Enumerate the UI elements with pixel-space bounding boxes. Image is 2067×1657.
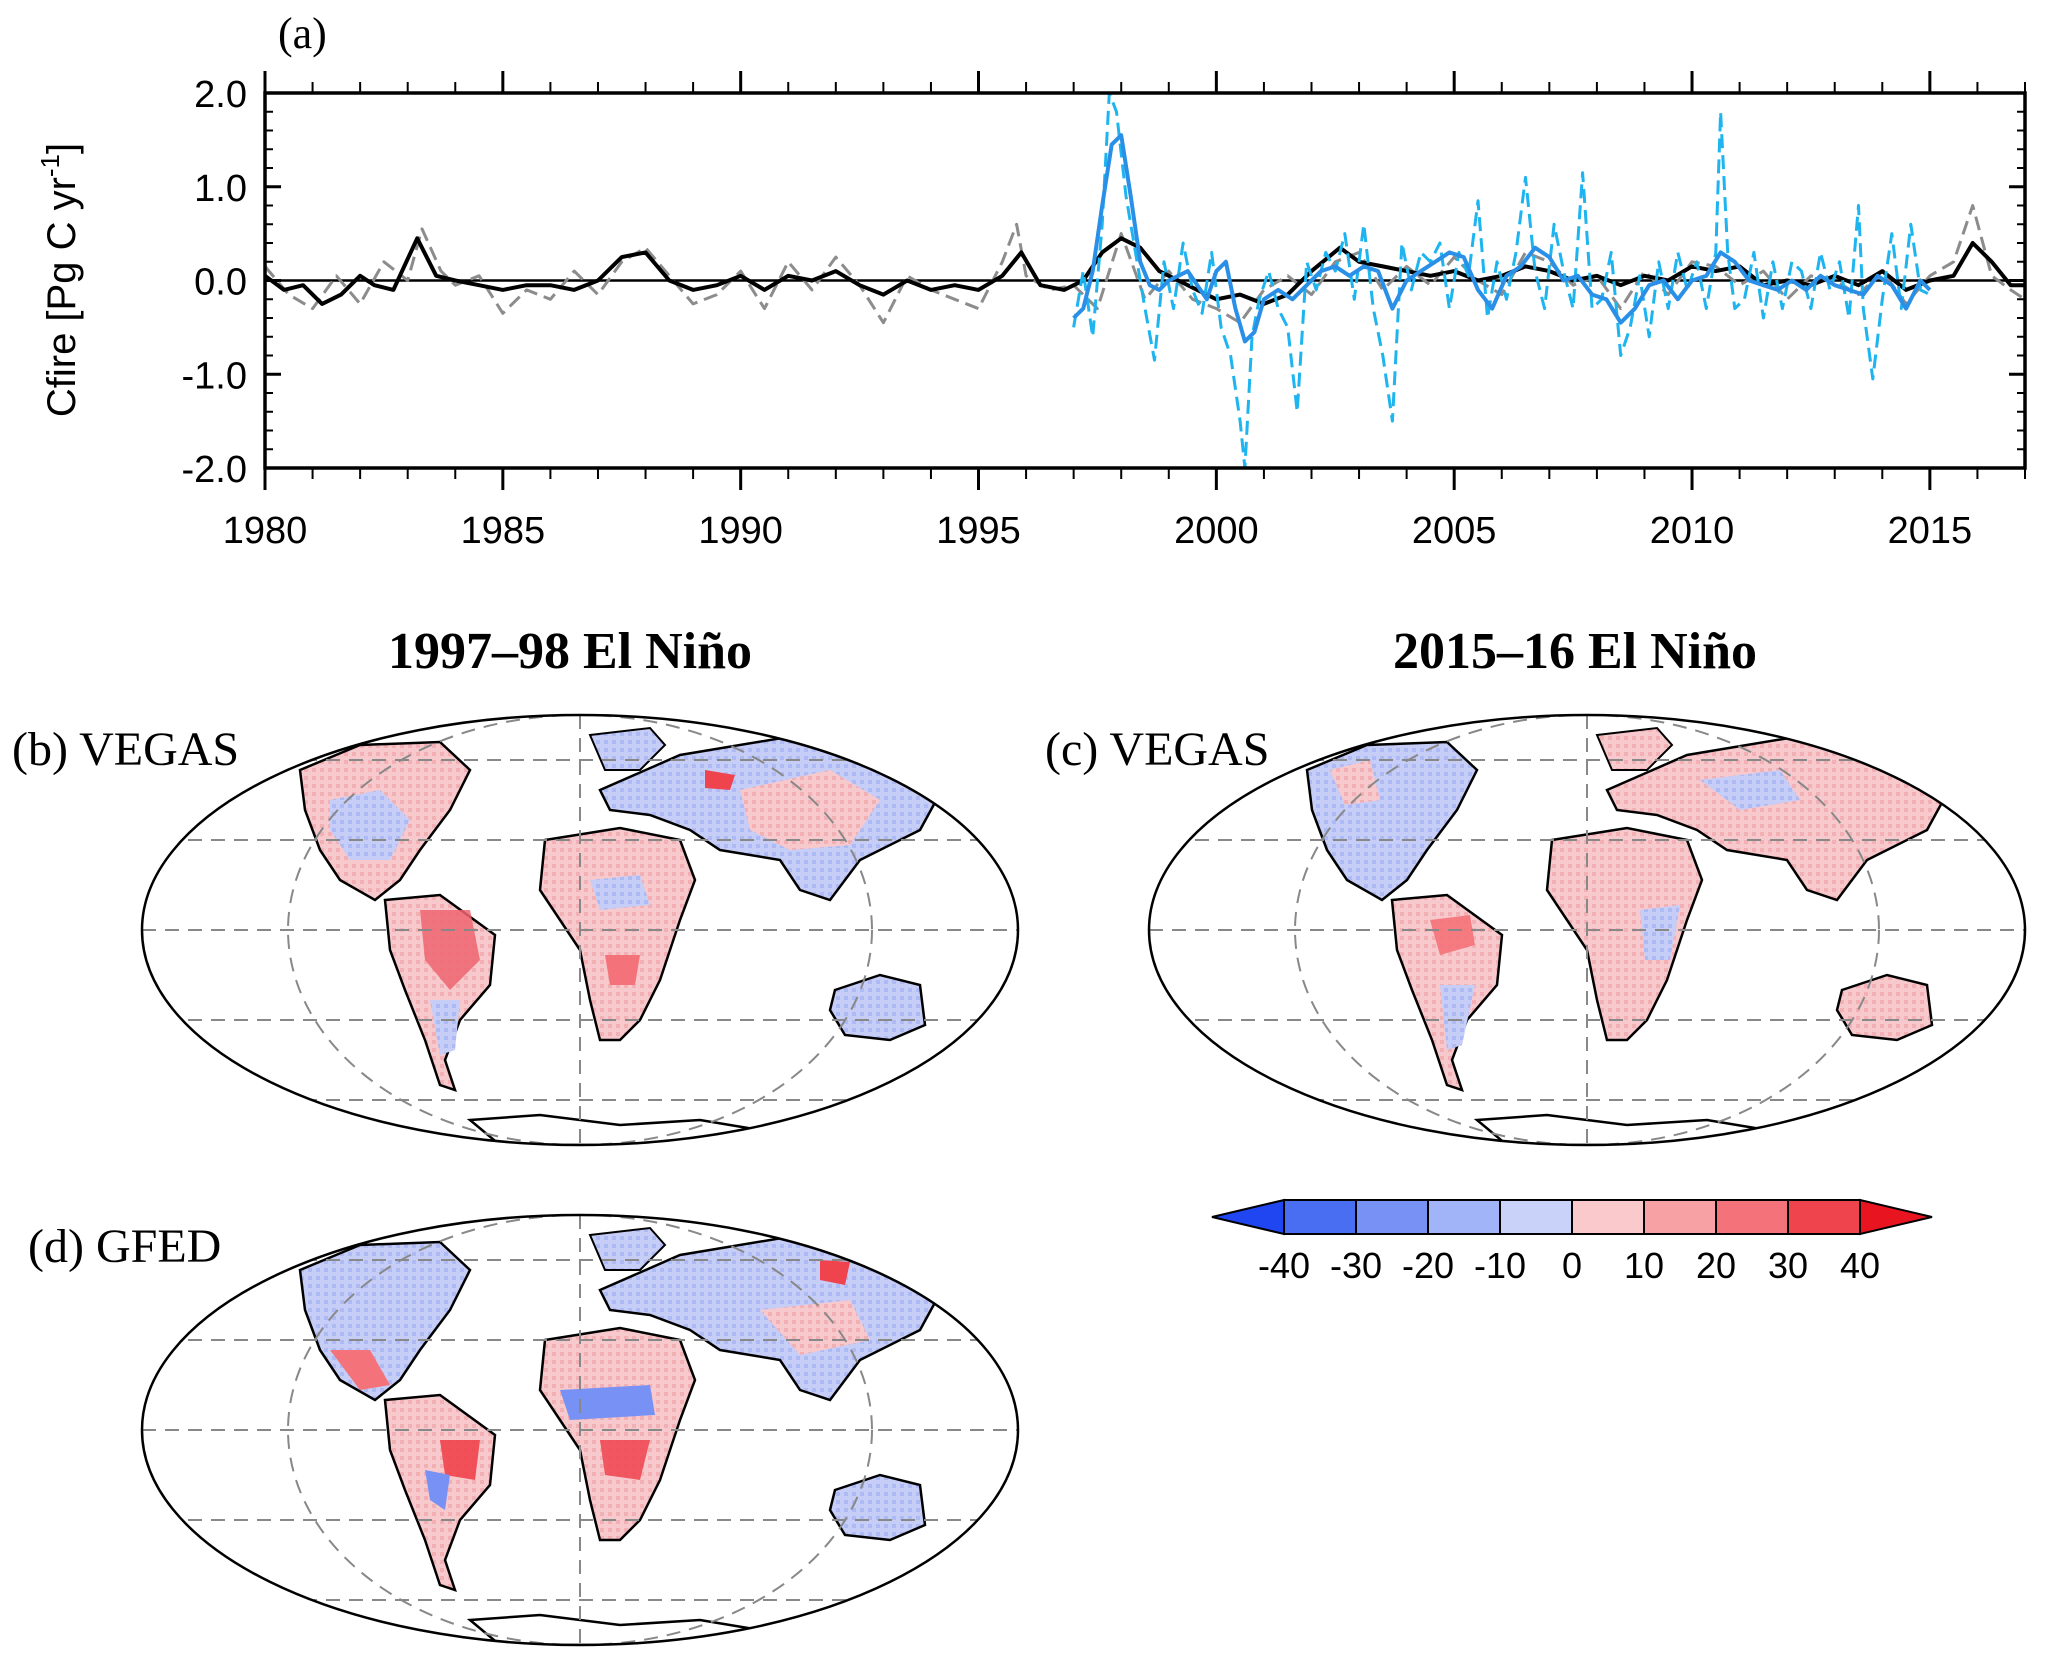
colorbar-tick-label: 0 (1562, 1245, 1582, 1286)
y-tick-label: -2.0 (182, 449, 247, 491)
y-axis-label-end: ] (40, 143, 84, 154)
map-d-australia (828, 1473, 927, 1542)
map-d-africa-red (600, 1440, 650, 1480)
map-c-land (1305, 726, 1959, 1145)
map-panel-d: (d) GFED (28, 1213, 1020, 1647)
series-line-1 (265, 236, 2025, 306)
map-d-asia-pink (760, 1300, 870, 1355)
map-b-sa-blue (430, 1000, 460, 1055)
map-panel-c: (c) VEGAS (1045, 713, 2027, 1147)
colorbar-swatch (1643, 1199, 1717, 1235)
map-d-outline (140, 1213, 1020, 1647)
map-b-na-blue (330, 790, 410, 860)
y-tick-label: -1.0 (182, 355, 247, 397)
map-b-africa-red (605, 955, 640, 985)
colorbar-swatch (1211, 1198, 1285, 1236)
plot-frame (263, 91, 2027, 470)
map-b-land (298, 726, 952, 1145)
map-d-sa-blue (425, 1470, 450, 1510)
y-tick-label: 1.0 (194, 168, 247, 210)
column-title-2015: 2015–16 El Niño (1393, 623, 1757, 680)
map-c-africa (1545, 826, 1704, 1042)
panel-c-label: (c) VEGAS (1045, 723, 1269, 776)
timeseries-panel: (a) Cfire [Pg C yr-1] 2.01.00.0-1.0-2.0 … (35, 9, 2027, 552)
map-c-outline (1147, 713, 2027, 1147)
map-b-australia (828, 973, 927, 1042)
map-b-outline (140, 713, 1020, 1147)
panel-d-label: (d) GFED (28, 1220, 221, 1273)
colorbar-swatch (1571, 1199, 1645, 1235)
map-d-sa-red (440, 1440, 480, 1480)
colorbar-tick-label: -10 (1474, 1245, 1526, 1286)
map-c-sa-blue (1440, 985, 1475, 1050)
x-tick-label: 2005 (1412, 510, 1497, 552)
colorbar-tick-label: -40 (1258, 1245, 1310, 1286)
map-d-antarctica (466, 1613, 761, 1645)
colorbar-tick-label: 10 (1624, 1245, 1664, 1286)
series-line-0 (265, 204, 2025, 325)
panel-a-label: (a) (278, 9, 327, 58)
map-c-africa-blue (1640, 905, 1680, 960)
colorbar-swatch (1427, 1199, 1501, 1235)
map-d-land (298, 1226, 952, 1645)
colorbar-swatch (1355, 1199, 1429, 1235)
y-tick-label: 0.0 (194, 262, 247, 304)
map-d-asia-red (820, 1260, 850, 1285)
map-d-na-red (330, 1350, 390, 1390)
x-tick-label: 1995 (936, 510, 1021, 552)
colorbar-tick-label: -20 (1402, 1245, 1454, 1286)
map-b-asia-red (705, 770, 735, 790)
map-c-antarctica (1473, 1113, 1768, 1145)
map-b-asia-pink (740, 770, 880, 850)
panel-b-label: (b) VEGAS (12, 723, 239, 776)
map-c-australia (1835, 973, 1934, 1042)
x-tick-label: 1985 (461, 510, 546, 552)
series-group (265, 93, 2025, 468)
x-tick-label: 2015 (1888, 510, 1973, 552)
map-d-africa-blue (560, 1385, 655, 1420)
x-tick-label: 2000 (1174, 510, 1259, 552)
map-b-antarctica (466, 1113, 761, 1145)
map-d-africa (538, 1326, 697, 1542)
colorbar-swatch (1859, 1198, 1933, 1236)
y-tick-label: 2.0 (194, 74, 247, 116)
map-b-africa-blue (590, 875, 650, 910)
colorbar-swatch (1283, 1199, 1357, 1235)
colorbar-tick-label: 40 (1840, 1245, 1880, 1286)
column-title-1997: 1997–98 El Niño (388, 623, 752, 680)
y-axis-label-main: Cfire [Pg C yr (40, 177, 84, 417)
colorbar-swatch (1787, 1199, 1861, 1235)
colorbar-tick-label: -30 (1330, 1245, 1382, 1286)
y-ticks: 2.0 1.0 0.0 -1.0 -2.0 (182, 74, 2025, 491)
y-axis-label: Cfire [Pg C yr-1] (35, 143, 84, 417)
colorbar-swatch (1715, 1199, 1789, 1235)
colorbar-swatch (1499, 1199, 1573, 1235)
map-b-africa (538, 826, 697, 1042)
colorbar-tick-label: 20 (1696, 1245, 1736, 1286)
series-line-3 (1072, 133, 1932, 344)
colorbar: -40 -30 -20 -10 0 10 20 30 40 (1211, 1198, 1933, 1286)
map-c-na-pink (1330, 760, 1380, 805)
x-tick-label: 1980 (223, 510, 308, 552)
x-tick-label: 1990 (698, 510, 783, 552)
map-c-sa-red (1430, 915, 1475, 955)
colorbar-tick-label: 30 (1768, 1245, 1808, 1286)
map-panel-b: (b) VEGAS (12, 713, 1020, 1147)
x-ticks: 1980 1985 1990 1995 2000 2005 2010 2015 (223, 71, 2026, 552)
x-tick-label: 2010 (1650, 510, 1735, 552)
map-c-asia-blue (1700, 770, 1800, 810)
y-axis-label-sup: -1 (35, 154, 65, 177)
